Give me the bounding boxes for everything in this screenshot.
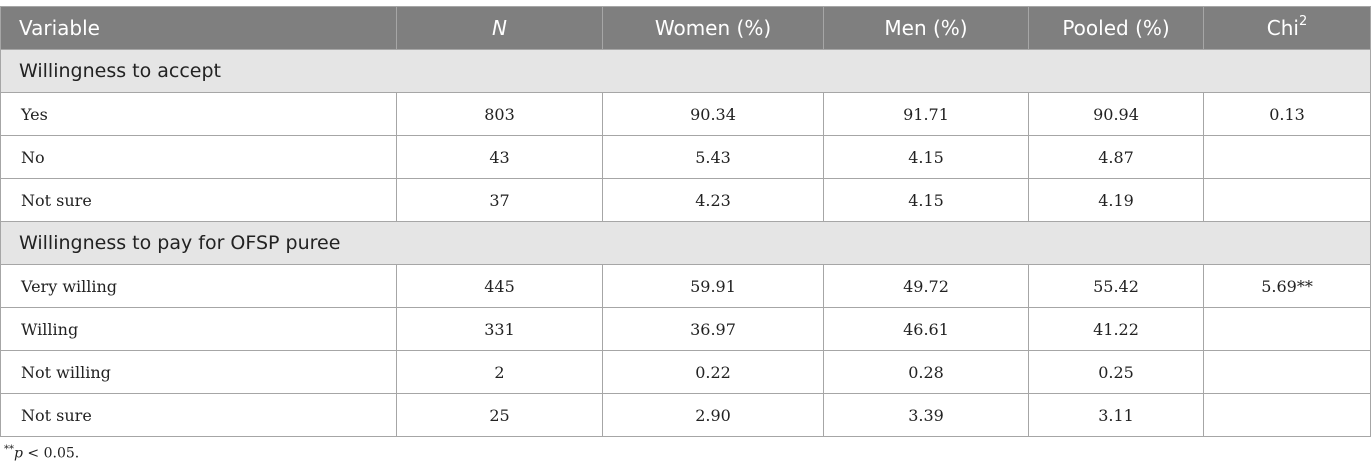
cell-men: 46.61: [823, 307, 1029, 351]
cell-women: 59.91: [602, 264, 824, 308]
cell-n: 43: [396, 135, 603, 179]
header-chi2: Chi2: [1203, 6, 1371, 50]
table-row: Willing 331 36.97 46.61 41.22: [0, 307, 1371, 351]
cell-chi2: 0.13: [1203, 92, 1371, 136]
cell-women: 0.22: [602, 350, 824, 394]
cell-pooled: 3.11: [1028, 393, 1204, 437]
header-n: N: [396, 6, 603, 50]
table-row: Very willing 445 59.91 49.72 55.42 5.69*…: [0, 264, 1371, 308]
footnote-stars: **: [4, 444, 14, 455]
cell-n: 37: [396, 178, 603, 222]
footnote-text: < 0.05.: [22, 445, 80, 462]
cell-chi2: [1203, 135, 1371, 179]
footnote-p: p: [14, 445, 23, 462]
cell-men: 4.15: [823, 178, 1029, 222]
header-variable: Variable: [0, 6, 397, 50]
cell-n: 445: [396, 264, 603, 308]
table-row: Not sure 25 2.90 3.39 3.11: [0, 393, 1371, 437]
table-header: Variable N Women (%) Men (%) Pooled (%) …: [0, 6, 1371, 50]
cell-variable: No: [0, 135, 397, 179]
cell-n: 331: [396, 307, 603, 351]
cell-pooled: 4.19: [1028, 178, 1204, 222]
header-pooled: Pooled (%): [1028, 6, 1204, 50]
cell-men: 91.71: [823, 92, 1029, 136]
cell-pooled: 0.25: [1028, 350, 1204, 394]
cell-variable: Not willing: [0, 350, 397, 394]
cell-variable: Willing: [0, 307, 397, 351]
cell-n: 25: [396, 393, 603, 437]
cell-women: 36.97: [602, 307, 824, 351]
header-men: Men (%): [823, 6, 1029, 50]
cell-men: 0.28: [823, 350, 1029, 394]
header-chi-superscript: 2: [1298, 14, 1308, 30]
section-row-accept: Willingness to accept: [0, 49, 1371, 93]
cell-variable: Not sure: [0, 393, 397, 437]
cell-chi2: [1203, 393, 1371, 437]
cell-women: 2.90: [602, 393, 824, 437]
results-table: Variable N Women (%) Men (%) Pooled (%) …: [0, 6, 1371, 437]
cell-variable: Very willing: [0, 264, 397, 308]
cell-men: 4.15: [823, 135, 1029, 179]
cell-women: 5.43: [602, 135, 824, 179]
cell-women: 4.23: [602, 178, 824, 222]
cell-pooled: 55.42: [1028, 264, 1204, 308]
section-title: Willingness to pay for OFSP puree: [0, 221, 1371, 265]
cell-pooled: 4.87: [1028, 135, 1204, 179]
table-row: Not willing 2 0.22 0.28 0.25: [0, 350, 1371, 394]
cell-chi2: [1203, 307, 1371, 351]
cell-variable: Not sure: [0, 178, 397, 222]
table-row: Yes 803 90.34 91.71 90.94 0.13: [0, 92, 1371, 136]
cell-variable: Yes: [0, 92, 397, 136]
cell-men: 3.39: [823, 393, 1029, 437]
header-chi-base: Chi: [1266, 16, 1299, 40]
table-footnote: **p < 0.05.: [4, 444, 79, 462]
cell-men: 49.72: [823, 264, 1029, 308]
table-row: Not sure 37 4.23 4.15 4.19: [0, 178, 1371, 222]
cell-n: 2: [396, 350, 603, 394]
header-women: Women (%): [602, 6, 824, 50]
cell-pooled: 90.94: [1028, 92, 1204, 136]
cell-chi2: [1203, 178, 1371, 222]
cell-pooled: 41.22: [1028, 307, 1204, 351]
section-title: Willingness to accept: [0, 49, 1371, 93]
cell-chi2: [1203, 350, 1371, 394]
cell-women: 90.34: [602, 92, 824, 136]
cell-chi2: 5.69**: [1203, 264, 1371, 308]
cell-n: 803: [396, 92, 603, 136]
table-row: No 43 5.43 4.15 4.87: [0, 135, 1371, 179]
section-row-pay: Willingness to pay for OFSP puree: [0, 221, 1371, 265]
